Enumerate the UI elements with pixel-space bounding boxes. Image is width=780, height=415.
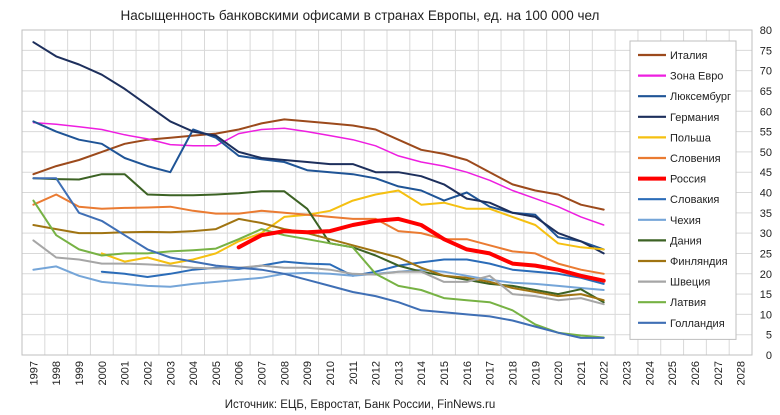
series-line-8 <box>32 265 605 291</box>
legend-label: Словакия <box>670 194 719 206</box>
x-tick-label: 2026 <box>690 361 702 385</box>
x-tick-label: 1998 <box>51 361 63 385</box>
x-tick-label: 2021 <box>576 361 588 385</box>
series-line-11 <box>32 239 605 306</box>
y-tick-label: 50 <box>760 147 772 159</box>
y-tick-label: 40 <box>760 188 772 200</box>
chart-source: Источник: ЕЦБ, Евростат, Банк России, Fi… <box>225 399 496 411</box>
x-tick-label: 1997 <box>28 361 40 385</box>
legend-label: Германия <box>670 112 719 124</box>
legend-label: Италия <box>670 50 708 62</box>
series-line-3 <box>32 41 605 255</box>
x-tick-label: 2003 <box>165 361 177 385</box>
x-tick-label: 2012 <box>371 361 383 385</box>
legend-label: Голландия <box>670 318 725 330</box>
x-tick-label: 2015 <box>439 361 451 385</box>
series-line-0 <box>32 118 605 211</box>
x-tick-label: 2017 <box>485 361 497 385</box>
x-tick-label: 2028 <box>736 361 748 385</box>
series-line-5 <box>32 193 605 275</box>
x-tick-label: 2013 <box>393 361 405 385</box>
legend-label: Швеция <box>670 277 710 289</box>
y-tick-label: 65 <box>760 86 772 98</box>
legend-box <box>629 40 737 340</box>
y-tick-label: 60 <box>760 106 772 118</box>
x-tick-label: 2007 <box>257 361 269 385</box>
series-lines <box>32 41 606 339</box>
legend-label: Латвия <box>670 297 706 309</box>
y-tick-label: 30 <box>760 228 772 240</box>
legend-label: Чехия <box>670 215 701 227</box>
x-tick-label: 2011 <box>348 361 360 385</box>
x-tick-label: 2000 <box>97 361 109 385</box>
x-tick-label: 2016 <box>462 361 474 385</box>
y-tick-label: 70 <box>760 66 772 78</box>
y-tick-label: 80 <box>760 25 772 37</box>
x-tick-label: 2008 <box>279 361 291 385</box>
x-tick-label: 2006 <box>234 361 246 385</box>
y-tick-label: 55 <box>760 127 772 139</box>
y-tick-label: 75 <box>760 45 772 57</box>
x-tick-label: 2020 <box>553 361 565 385</box>
x-tick-label: 2018 <box>507 361 519 385</box>
y-tick-label: 25 <box>760 248 772 260</box>
legend-label: Польша <box>670 132 712 144</box>
x-tick-label: 2009 <box>302 361 314 385</box>
y-tick-label: 45 <box>760 167 772 179</box>
x-tick-label: 2019 <box>530 361 542 385</box>
x-tick-label: 2024 <box>644 361 656 385</box>
series-line-10 <box>32 217 605 302</box>
x-tick-label: 2005 <box>211 361 223 385</box>
x-tick-label: 2014 <box>416 361 428 385</box>
legend-label: Россия <box>670 174 706 186</box>
legend: Италия Зона Евро Люксембург Германия Польша С… <box>629 40 737 340</box>
series-line-6 <box>236 216 606 283</box>
legend-label: Зона Евро <box>670 71 723 83</box>
series-line-1 <box>32 121 605 226</box>
x-tick-label: 2023 <box>622 361 634 385</box>
x-tick-label: 2022 <box>599 361 611 385</box>
x-tick-label: 2010 <box>325 361 337 385</box>
y-tick-label: 10 <box>760 309 772 321</box>
x-tick-label: 2027 <box>713 361 725 385</box>
legend-label: Дания <box>670 235 702 247</box>
plot-frame <box>21 29 753 356</box>
x-tick-label: 2004 <box>188 361 200 385</box>
legend-label: Финляндия <box>670 256 728 268</box>
legend-label: Люксембург <box>670 91 731 103</box>
y-tick-label: 0 <box>766 350 772 362</box>
y-tick-label: 15 <box>760 289 772 301</box>
x-tick-label: 1999 <box>74 361 86 385</box>
x-tick-label: 2002 <box>142 361 154 385</box>
series-line-9 <box>32 173 605 304</box>
x-tick-label: 2025 <box>667 361 679 385</box>
series-line-12 <box>32 199 605 339</box>
y-tick-label: 35 <box>760 208 772 220</box>
x-tick-label: 2001 <box>120 361 132 385</box>
y-tick-label: 20 <box>760 269 772 281</box>
series-line-13 <box>32 177 605 339</box>
y-tick-label: 5 <box>766 330 772 342</box>
chart-title: Насыщенность банковскими офисами в стран… <box>121 8 600 23</box>
legend-label: Словения <box>670 153 721 165</box>
